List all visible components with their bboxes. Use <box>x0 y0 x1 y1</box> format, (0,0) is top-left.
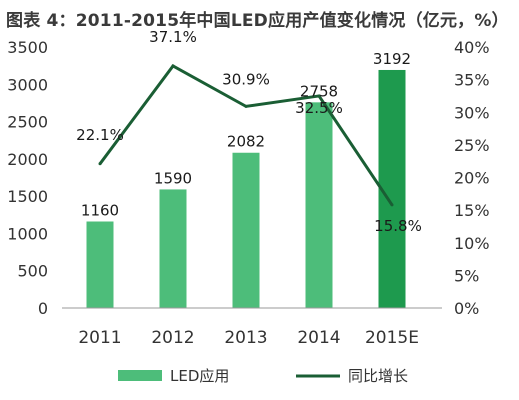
chart-title: 图表 4：2011-2015年中国LED应用产值变化情况（亿元，%） <box>6 11 509 31</box>
bar-data-label: 1160 <box>81 201 119 219</box>
line-data-label: 22.1% <box>76 126 124 144</box>
line-series <box>98 63 394 207</box>
x-axis-tick-label: 2015E <box>365 328 419 348</box>
growth-point <box>317 94 321 98</box>
bar-data-labels: 1160 1590 2082 2758 3192 <box>81 50 411 220</box>
line-data-label: 15.8% <box>374 217 422 235</box>
bar-data-label: 2758 <box>300 82 338 100</box>
bar-data-label: 1590 <box>154 169 192 187</box>
legend-swatch-bars <box>118 370 162 381</box>
growth-point <box>171 64 175 68</box>
line-data-label: 30.9% <box>222 70 270 88</box>
bar-series <box>86 69 406 308</box>
bar-data-label: 3192 <box>373 50 411 68</box>
left-axis-tick-label: 1000 <box>7 224 48 243</box>
right-axis-tick-label: 20% <box>454 169 490 188</box>
right-axis-tick-label: 30% <box>454 103 490 122</box>
legend-label-bars: LED应用 <box>170 367 229 385</box>
left-axis-tick-label: 2000 <box>7 150 48 169</box>
bar-2012 <box>159 189 187 308</box>
bar-2011 <box>86 221 114 308</box>
growth-point <box>390 203 394 207</box>
left-axis-tick-label: 500 <box>17 262 48 281</box>
right-axis-tick-label: 5% <box>454 266 479 285</box>
bar-2013 <box>232 152 260 308</box>
x-axis-tick-label: 2013 <box>224 328 267 348</box>
right-axis-tick-label: 25% <box>454 136 490 155</box>
growth-point <box>98 162 102 166</box>
left-axis-tick-label: 2500 <box>7 113 48 132</box>
left-axis-tick-label: 3500 <box>7 38 48 57</box>
x-axis: 2011 2012 2013 2014 2015E <box>62 307 442 348</box>
legend: LED应用 同比增长 <box>118 367 408 385</box>
x-axis-tick-label: 2014 <box>297 328 340 348</box>
line-data-label: 37.1% <box>149 28 197 46</box>
right-axis-tick-label: 15% <box>454 201 490 220</box>
x-axis-tick-label: 2012 <box>151 328 194 348</box>
left-axis-tick-label: 0 <box>38 299 48 318</box>
bar-data-label: 2082 <box>227 133 265 151</box>
right-axis: 0% 5% 10% 15% 20% 25% 30% 35% 40% <box>454 38 490 318</box>
left-axis: 0 500 1000 1500 2000 2500 3000 3500 <box>7 38 48 318</box>
bar-2014 <box>305 102 333 308</box>
right-axis-tick-label: 35% <box>454 71 490 90</box>
right-axis-tick-label: 40% <box>454 38 490 57</box>
left-axis-tick-label: 3000 <box>7 75 48 94</box>
line-data-label: 32.5% <box>295 99 343 117</box>
left-axis-tick-label: 1500 <box>7 187 48 206</box>
legend-label-line: 同比增长 <box>348 367 408 385</box>
growth-point <box>244 104 248 108</box>
line-data-labels: 22.1% 37.1% 30.9% 32.5% 15.8% <box>76 28 422 235</box>
right-axis-tick-label: 0% <box>454 299 479 318</box>
x-axis-tick-label: 2011 <box>78 328 121 348</box>
right-axis-tick-label: 10% <box>454 234 490 253</box>
